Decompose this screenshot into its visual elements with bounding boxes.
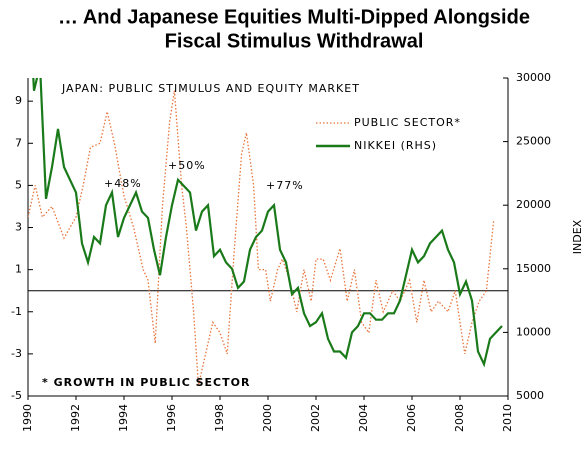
x-tick-label: 2000: [261, 404, 274, 432]
y-tick-label: 1: [15, 263, 22, 276]
x-tick-label: 1992: [69, 404, 82, 432]
y2-tick-label: 25000: [516, 135, 551, 148]
y-tick-label: -3: [11, 347, 22, 360]
legend-label: NIKKEI (RHS): [354, 139, 437, 152]
y-tick-label: -5: [11, 389, 22, 402]
y-tick-label: -1: [11, 305, 22, 318]
x-tick-label: 2004: [357, 404, 370, 432]
plot-area: [28, 78, 503, 386]
series-line: [28, 90, 495, 386]
y2-tick-label: 10000: [516, 325, 551, 338]
y-tick-label: 9: [15, 94, 22, 107]
y-tick-label: 7: [15, 136, 22, 149]
x-tick-label: 2010: [501, 404, 514, 432]
x-tick-label: 2008: [453, 404, 466, 432]
chart-title: Fiscal Stimulus Withdrawal: [165, 30, 424, 52]
x-tick-label: 1996: [165, 404, 178, 432]
annotation: +48%: [104, 177, 142, 190]
series-line: [32, 78, 503, 368]
y2-axis-label: INDEX: [571, 219, 584, 254]
x-tick-label: 1994: [117, 404, 130, 432]
x-tick-label: 2002: [309, 404, 322, 432]
x-tick-label: 1990: [21, 404, 34, 432]
y-tick-label: 5: [15, 178, 22, 191]
y-tick-label: 3: [15, 221, 22, 234]
x-tick-label: 2006: [405, 404, 418, 432]
annotation: JAPAN: PUBLIC STIMULUS AND EQUITY MARKET: [61, 82, 360, 95]
annotation: +50%: [168, 159, 206, 172]
annotation: +77%: [266, 179, 304, 192]
annotation: * GROWTH IN PUBLIC SECTOR: [42, 376, 250, 389]
legend-label: PUBLIC SECTOR*: [354, 116, 461, 129]
y2-tick-label: 20000: [516, 198, 551, 211]
y2-tick-label: 5000: [516, 389, 544, 402]
x-tick-label: 1998: [213, 404, 226, 432]
chart-title: … And Japanese Equities Multi-Dipped Alo…: [58, 6, 530, 28]
y2-tick-label: 30000: [516, 71, 551, 84]
y2-tick-label: 15000: [516, 262, 551, 275]
